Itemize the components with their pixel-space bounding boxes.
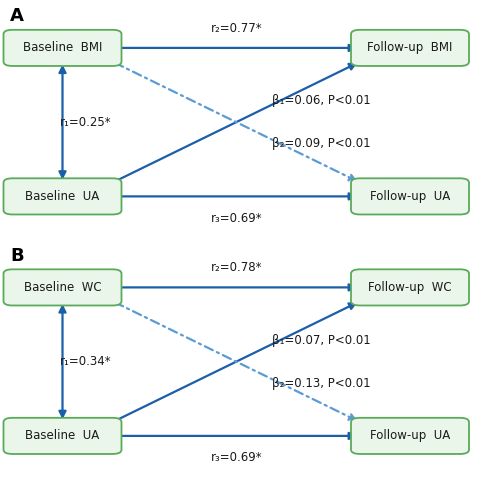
Text: A: A xyxy=(10,7,24,25)
Text: Follow-up  UA: Follow-up UA xyxy=(370,190,450,203)
Text: Follow-up  WC: Follow-up WC xyxy=(368,281,452,294)
Text: r₃=0.69*: r₃=0.69* xyxy=(210,212,262,225)
Text: β₁=0.07, P<0.01: β₁=0.07, P<0.01 xyxy=(272,333,371,347)
Text: β₂=0.13, P<0.01: β₂=0.13, P<0.01 xyxy=(272,376,371,390)
FancyBboxPatch shape xyxy=(351,418,469,454)
FancyBboxPatch shape xyxy=(4,418,122,454)
FancyBboxPatch shape xyxy=(351,30,469,66)
Text: β₂=0.09, P<0.01: β₂=0.09, P<0.01 xyxy=(272,137,371,150)
FancyBboxPatch shape xyxy=(351,269,469,306)
Text: β₁=0.06, P<0.01: β₁=0.06, P<0.01 xyxy=(272,94,371,107)
Text: Follow-up  UA: Follow-up UA xyxy=(370,429,450,443)
Text: Baseline  UA: Baseline UA xyxy=(26,190,100,203)
Text: r₃=0.69*: r₃=0.69* xyxy=(210,451,262,465)
FancyBboxPatch shape xyxy=(4,178,122,215)
Text: Follow-up  BMI: Follow-up BMI xyxy=(368,41,452,55)
Text: r₁=0.25*: r₁=0.25* xyxy=(60,115,112,129)
Text: r₂=0.77*: r₂=0.77* xyxy=(210,22,262,35)
FancyBboxPatch shape xyxy=(4,269,122,306)
Text: Baseline  BMI: Baseline BMI xyxy=(23,41,102,55)
FancyBboxPatch shape xyxy=(351,178,469,215)
Text: Baseline  WC: Baseline WC xyxy=(24,281,102,294)
Text: r₁=0.34*: r₁=0.34* xyxy=(60,355,112,368)
FancyBboxPatch shape xyxy=(4,30,122,66)
Text: B: B xyxy=(10,247,24,265)
Text: Baseline  UA: Baseline UA xyxy=(26,429,100,443)
Text: r₂=0.78*: r₂=0.78* xyxy=(210,261,262,274)
